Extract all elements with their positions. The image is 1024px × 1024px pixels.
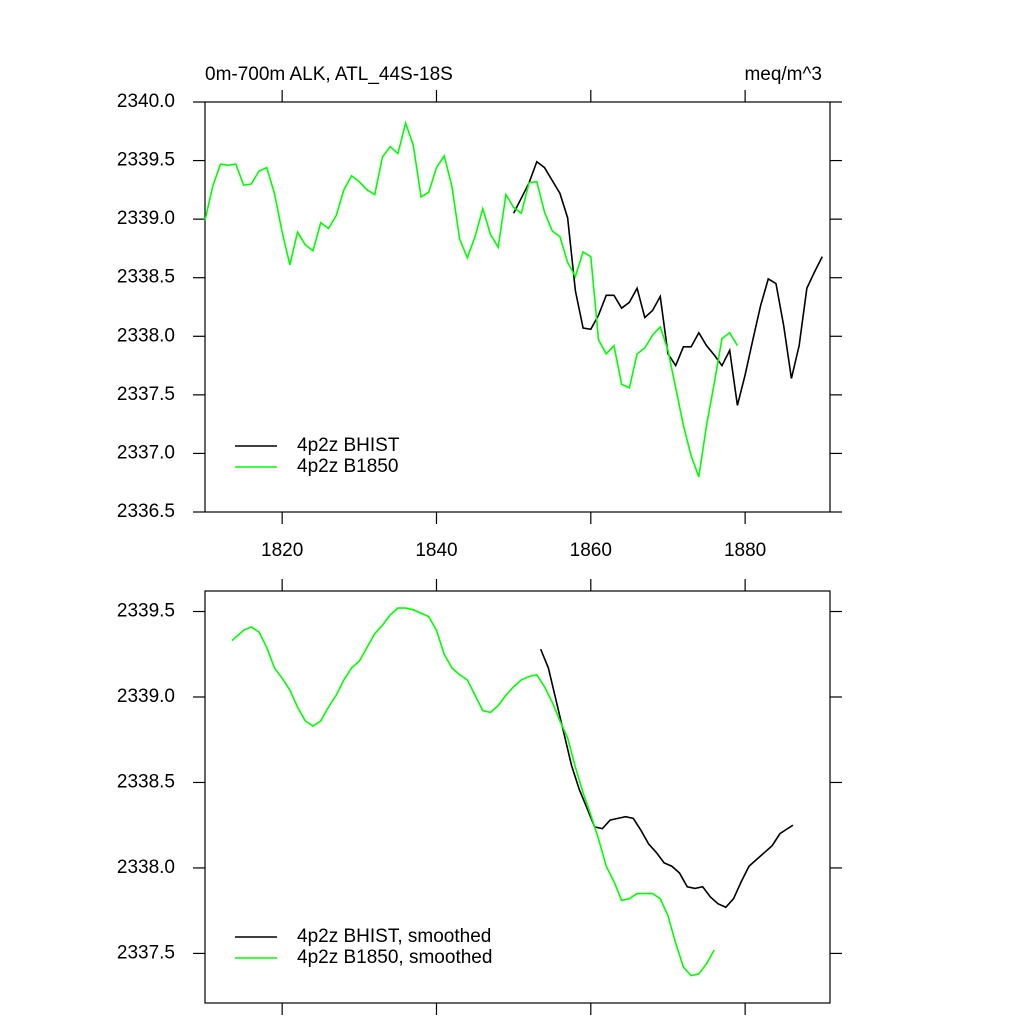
y-tick-label: 2337.5: [117, 384, 175, 405]
data-line: [539, 648, 794, 909]
chart-title: 0m-700m ALK, ATL_44S-18S: [205, 64, 453, 85]
y-tick-label: 2338.5: [117, 267, 175, 288]
x-tick-label: 1860: [570, 540, 612, 561]
data-line: [204, 120, 739, 478]
y-tick-label: 2340.0: [117, 91, 175, 112]
legend-label: 4p2z B1850, smoothed: [297, 947, 492, 968]
legend-label: 4p2z B1850: [297, 456, 398, 477]
y-tick-label: 2338.5: [117, 771, 175, 792]
legend-label: 4p2z BHIST, smoothed: [297, 926, 491, 947]
y-tick-label: 2338.0: [117, 857, 175, 878]
y-tick-label: 2338.0: [117, 325, 175, 346]
y-tick-label: 2337.0: [117, 442, 175, 463]
units-label: meq/m^3: [744, 64, 822, 85]
x-tick-label: 1820: [261, 540, 303, 561]
y-tick-label: 2337.5: [117, 942, 175, 963]
y-tick-label: 2336.5: [117, 501, 175, 522]
x-tick-label: 1840: [415, 540, 457, 561]
data-line: [231, 607, 715, 977]
data-line: [512, 160, 823, 406]
plot-frame: [204, 590, 831, 1004]
y-tick-label: 2339.0: [117, 686, 175, 707]
x-tick-label: 1880: [724, 540, 766, 561]
y-tick-label: 2339.0: [117, 208, 175, 229]
y-tick-label: 2339.5: [117, 150, 175, 171]
plot-frame: [204, 101, 831, 513]
legend-label: 4p2z BHIST: [297, 435, 400, 456]
y-tick-label: 2339.5: [117, 601, 175, 622]
